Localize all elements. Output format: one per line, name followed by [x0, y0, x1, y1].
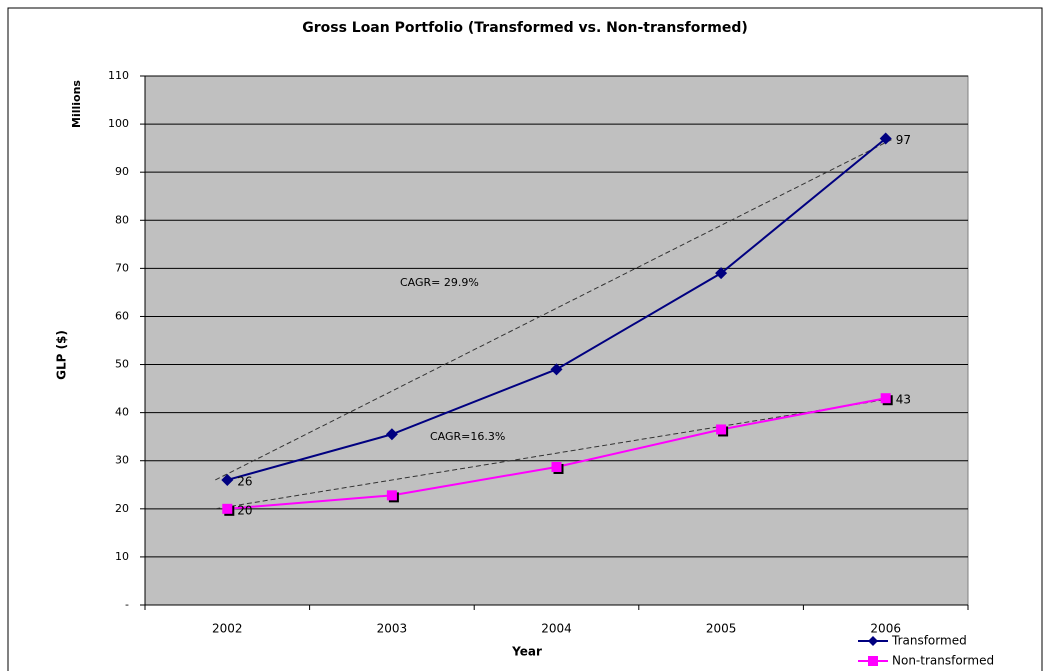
trend-line — [215, 397, 894, 510]
y-tick-label: 90 — [115, 165, 129, 178]
x-tick-label: 2002 — [212, 622, 243, 636]
legend-label: Non-transformed — [892, 654, 994, 668]
annotation: CAGR=16.3% — [430, 430, 505, 443]
x-tick-label: 2004 — [541, 622, 572, 636]
x-axis-label: Year — [511, 645, 542, 659]
annotation: CAGR= 29.9% — [400, 276, 479, 289]
y-tick-label: 40 — [115, 406, 129, 419]
data-label: 20 — [237, 503, 252, 517]
x-tick-label: 2003 — [377, 622, 408, 636]
data-label: 26 — [237, 474, 252, 488]
point-marker — [879, 132, 892, 145]
y-tick-label: 80 — [115, 213, 129, 226]
legend-marker — [868, 656, 878, 666]
point-marker — [880, 393, 891, 404]
y-tick-label: 50 — [115, 358, 129, 371]
chart-title: Gross Loan Portfolio (Transformed vs. No… — [302, 20, 748, 36]
y-tick-label: 10 — [115, 550, 129, 563]
point-marker — [716, 424, 727, 435]
plot-area — [144, 75, 969, 606]
y-tick-label: 110 — [108, 69, 129, 82]
data-label: 97 — [896, 133, 911, 147]
y-units-label: Millions — [70, 80, 83, 128]
trend-line — [215, 138, 894, 481]
y-tick-label: - — [125, 598, 129, 611]
legend-marker — [868, 636, 878, 646]
data-label: 43 — [896, 393, 911, 407]
point-marker — [550, 363, 563, 376]
y-axis-label: GLP ($) — [55, 330, 69, 380]
y-tick-label: 100 — [108, 117, 129, 130]
point-marker — [221, 473, 234, 486]
point-marker — [715, 267, 728, 280]
point-marker — [551, 461, 562, 472]
y-tick-label: 30 — [115, 454, 129, 467]
y-tick-label: 20 — [115, 502, 129, 515]
y-tick-label: 60 — [115, 309, 129, 322]
point-marker — [222, 503, 233, 514]
x-tick-label: 2005 — [706, 622, 737, 636]
x-tick-label: 2006 — [870, 622, 901, 636]
point-marker — [386, 490, 397, 501]
y-tick-label: 70 — [115, 261, 129, 274]
legend-label: Transformed — [891, 634, 967, 648]
point-marker — [385, 428, 398, 441]
